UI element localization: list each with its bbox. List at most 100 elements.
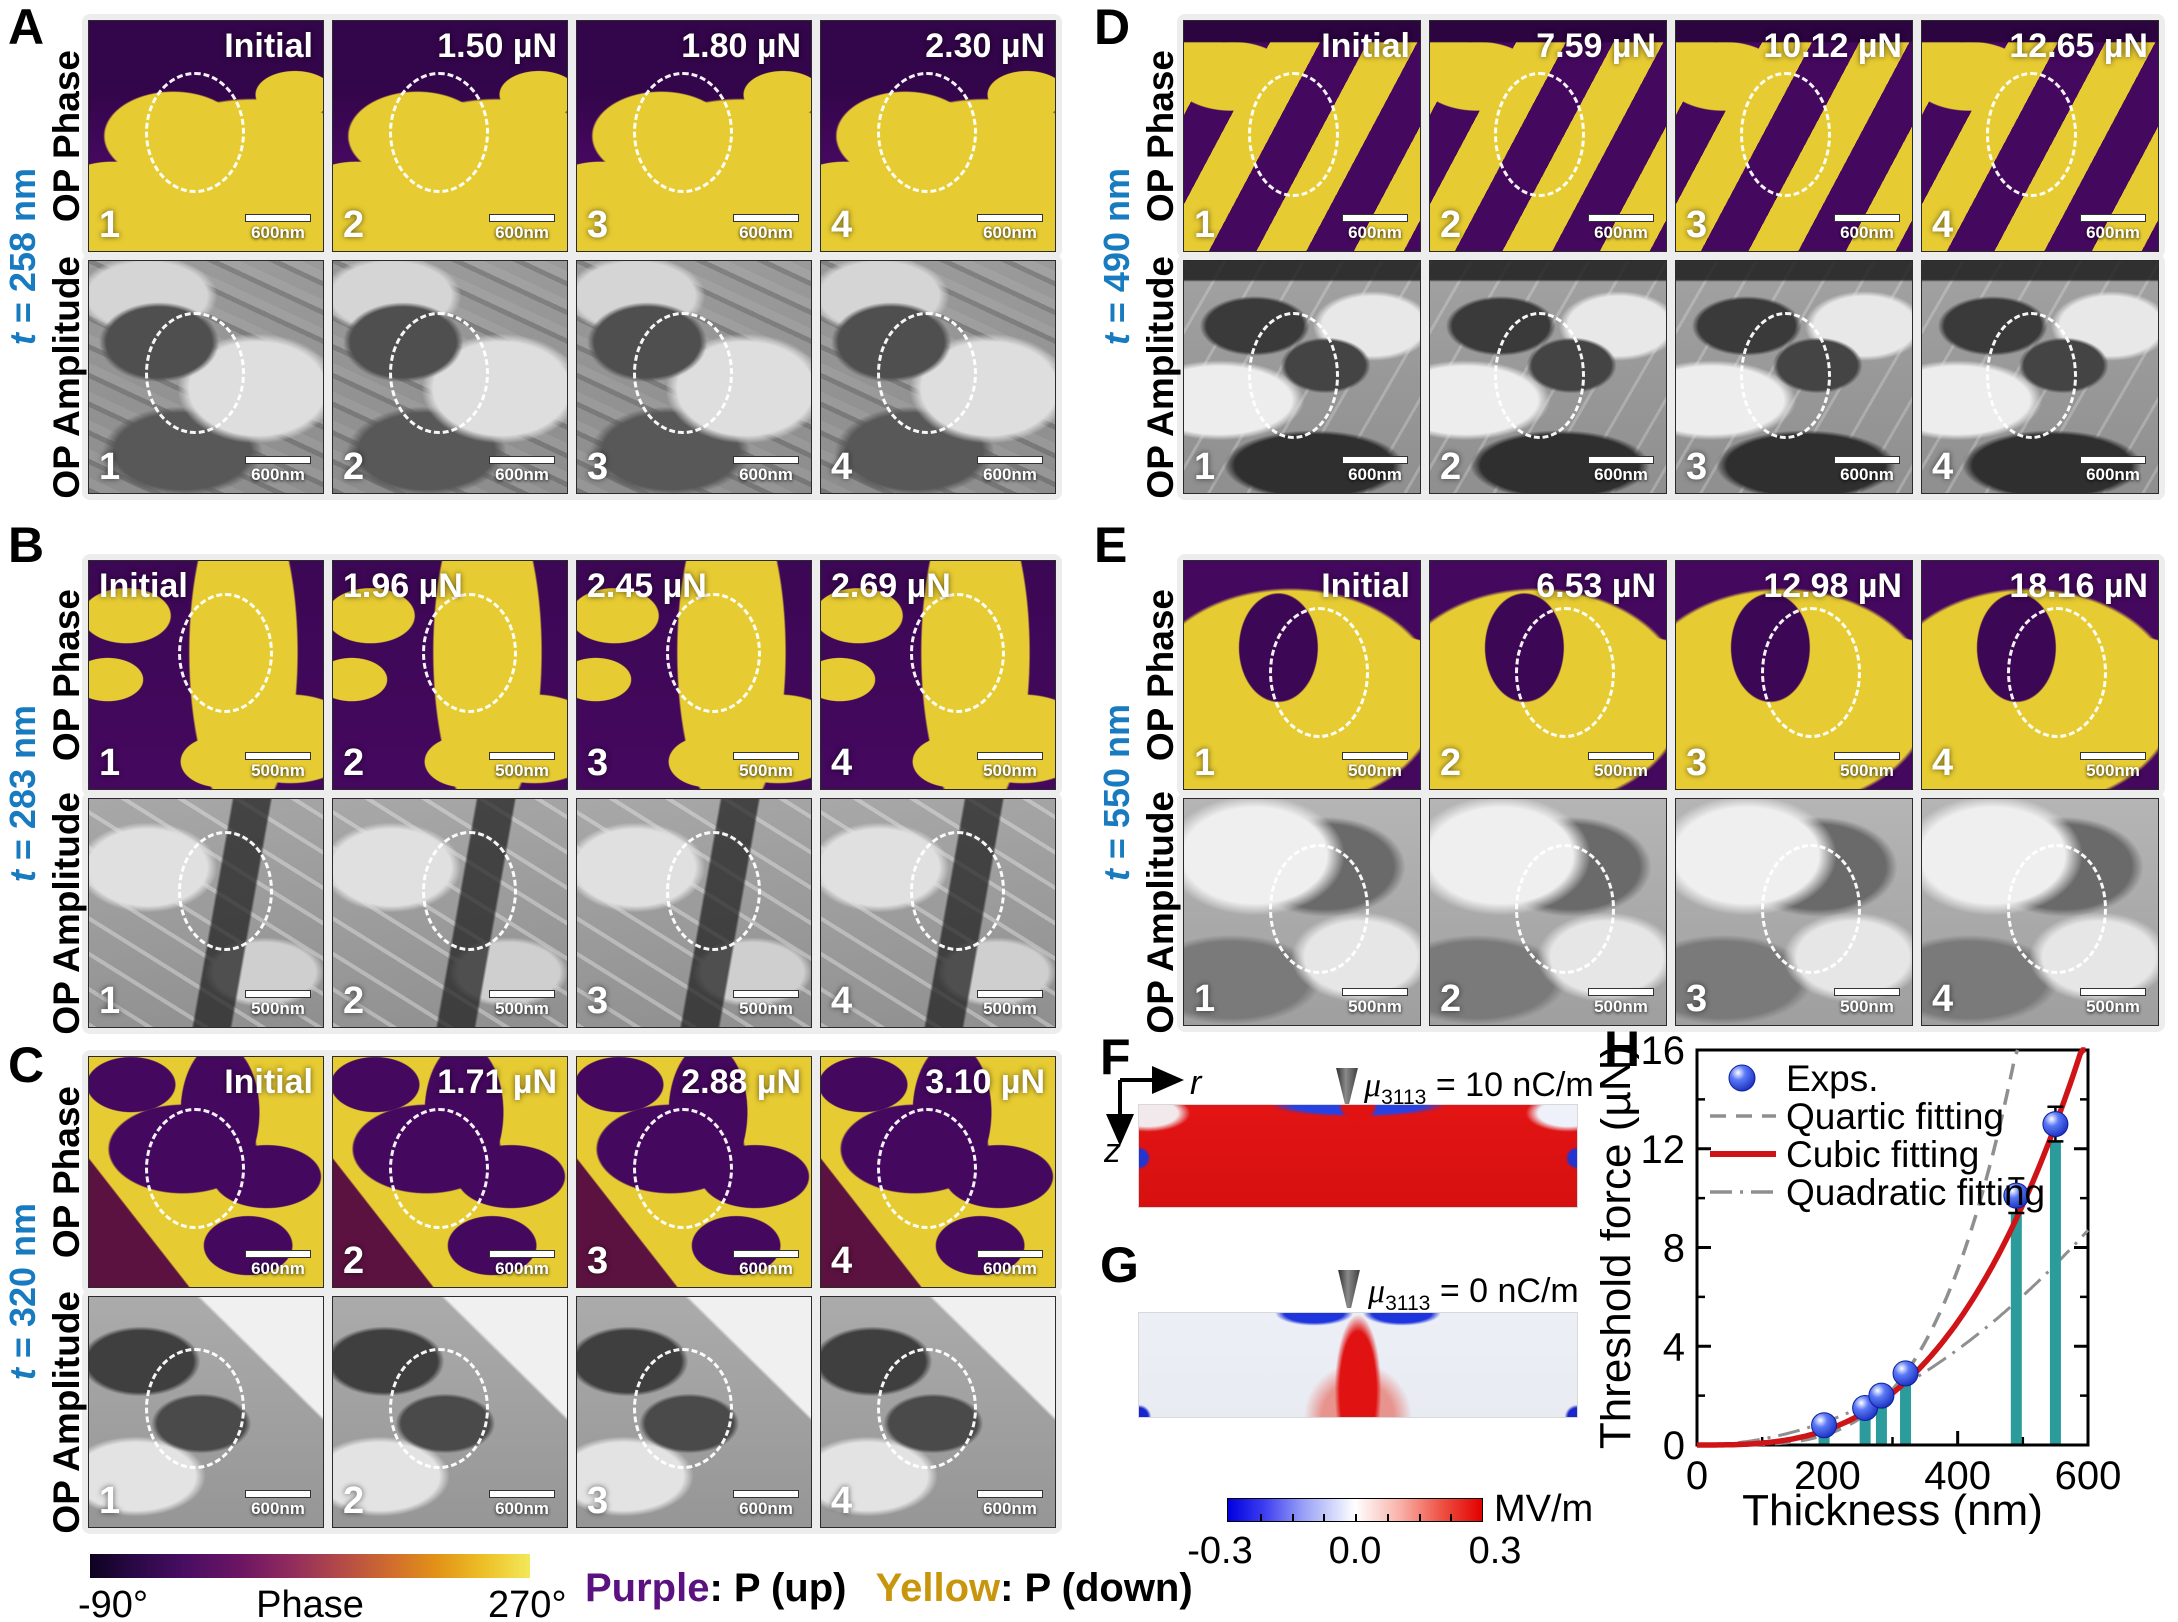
scale-bar: 500nm xyxy=(977,990,1043,1019)
image-number: 4 xyxy=(831,446,853,488)
image-number: 2 xyxy=(343,446,365,488)
phase-colorbar-max: 270° xyxy=(488,1584,567,1622)
polarization-legend: Purple: P (up) Yellow: P (down) xyxy=(585,1566,1193,1611)
scale-bar-line xyxy=(1342,988,1408,996)
scale-bar-label: 600nm xyxy=(495,1499,549,1518)
image-number: 3 xyxy=(587,742,609,784)
afm-image-e-phase-2: 6.53 µN 2 500nm xyxy=(1429,560,1667,790)
scale-bar-line xyxy=(245,1490,311,1498)
field-colorbar-min: -0.3 xyxy=(1187,1530,1253,1572)
scale-bar-line xyxy=(1588,988,1654,996)
afm-image-c-amplitude-1: 1 600nm xyxy=(88,1296,324,1528)
region-of-interest-circle xyxy=(909,830,1005,951)
scale-bar-line xyxy=(1342,214,1408,222)
afm-image-e-phase-1: Initial 1 500nm xyxy=(1183,560,1421,790)
row-label-op-phase-d: OP Phase xyxy=(1140,49,1181,223)
scale-bar-line xyxy=(1834,752,1900,760)
region-of-interest-circle xyxy=(145,71,245,193)
scale-bar-line xyxy=(245,1250,311,1258)
panel-g-label: G xyxy=(1100,1237,1139,1293)
scale-bar-line xyxy=(489,1490,555,1498)
scale-bar: 500nm xyxy=(1588,752,1654,781)
image-number: 3 xyxy=(587,1240,609,1282)
scale-bar: 500nm xyxy=(489,990,555,1019)
region-of-interest-circle xyxy=(421,592,517,713)
region-of-interest-circle xyxy=(1268,606,1370,738)
scale-bar-line xyxy=(489,214,555,222)
yellow-meaning: : P (down) xyxy=(1000,1566,1193,1610)
scale-bar-line xyxy=(245,752,311,760)
region-of-interest-circle xyxy=(389,71,489,193)
afm-image-b-phase-2: 1.96 µN 2 500nm xyxy=(332,560,568,790)
scale-bar: 600nm xyxy=(489,456,555,485)
scale-bar: 600nm xyxy=(489,1250,555,1279)
force-label: 10.12 µN xyxy=(1763,27,1902,65)
scale-bar-label: 600nm xyxy=(983,1259,1037,1278)
scale-bar-label: 600nm xyxy=(739,1259,793,1278)
legend-label-quadratic: Quadratic fitting xyxy=(1786,1172,2045,1213)
force-label: 12.98 µN xyxy=(1763,567,1902,605)
field-colorbar-unit: MV/m xyxy=(1494,1488,1594,1530)
scale-bar-line xyxy=(2080,988,2146,996)
row-label-op-amplitude-d: OP Amplitude xyxy=(1140,255,1181,499)
scale-bar: 500nm xyxy=(733,752,799,781)
afm-image-b-phase-1: Initial 1 500nm xyxy=(88,560,324,790)
row-label-op-amplitude-a: OP Amplitude xyxy=(46,255,87,499)
scale-bar-label: 500nm xyxy=(1348,761,1402,780)
afm-image-a-phase-4: 2.30 µN 4 600nm xyxy=(820,20,1056,252)
row-label-op-amplitude-c: OP Amplitude xyxy=(46,1290,87,1534)
afm-image-b-phase-3: 2.45 µN 3 500nm xyxy=(576,560,812,790)
scale-bar-label: 600nm xyxy=(2086,223,2140,242)
legend-label-cubic: Cubic fitting xyxy=(1786,1134,1979,1175)
panel-e-label: E xyxy=(1094,517,1128,573)
afm-image-a-amplitude-3: 3 600nm xyxy=(576,260,812,494)
scale-bar-label: 600nm xyxy=(1594,223,1648,242)
afm-image-a-phase-3: 1.80 µN 3 600nm xyxy=(576,20,812,252)
region-of-interest-circle xyxy=(421,830,517,951)
x-axis-title: Thickness (nm) xyxy=(1742,1486,2043,1535)
simulation-field-g xyxy=(1138,1312,1578,1418)
image-number: 4 xyxy=(1932,446,1954,488)
region-of-interest-circle xyxy=(1739,312,1831,439)
field-colorbar xyxy=(1227,1498,1483,1522)
scale-bar-line xyxy=(489,752,555,760)
force-label: Initial xyxy=(224,27,313,65)
scale-bar-label: 600nm xyxy=(983,465,1037,484)
image-number: 1 xyxy=(1194,204,1216,246)
image-number: 1 xyxy=(99,980,121,1022)
image-number: 1 xyxy=(99,446,121,488)
mu-symbol: μ xyxy=(1364,1067,1382,1104)
x-tick-label: 200 xyxy=(1794,1454,1861,1498)
y-tick-label: 8 xyxy=(1663,1227,1685,1271)
region-of-interest-circle xyxy=(1514,844,1616,975)
afm-image-a-phase-1: Initial 1 600nm xyxy=(88,20,324,252)
force-label: Initial xyxy=(224,1063,313,1101)
region-of-interest-circle xyxy=(1493,312,1585,439)
scale-bar-line xyxy=(1834,456,1900,464)
phase-colorbar-min: -90° xyxy=(78,1584,149,1622)
scale-bar-line xyxy=(1342,752,1408,760)
image-number: 1 xyxy=(99,742,121,784)
scale-bar-label: 500nm xyxy=(983,999,1037,1018)
scale-bar-label: 600nm xyxy=(251,1259,305,1278)
region-of-interest-circle xyxy=(877,1107,977,1229)
region-of-interest-circle xyxy=(177,592,273,713)
scale-bar: 600nm xyxy=(733,456,799,485)
region-of-interest-circle xyxy=(877,1347,977,1469)
afm-tip-icon-f xyxy=(1336,1068,1358,1104)
thickness-label-b: t = 283 nm xyxy=(2,705,43,883)
scale-bar: 600nm xyxy=(733,1490,799,1519)
region-of-interest-circle xyxy=(2006,606,2108,738)
rz-axes-icon: r z xyxy=(1104,1064,1203,1164)
scale-bar-label: 600nm xyxy=(2086,465,2140,484)
force-label: 2.69 µN xyxy=(831,567,951,605)
scale-bar-line xyxy=(977,214,1043,222)
thickness-label-a: t = 258 nm xyxy=(2,168,43,346)
force-label: 18.16 µN xyxy=(2009,567,2148,605)
scale-bar: 600nm xyxy=(245,456,311,485)
force-label: 3.10 µN xyxy=(925,1063,1045,1101)
scale-bar: 600nm xyxy=(1834,214,1900,243)
region-of-interest-circle xyxy=(2006,844,2108,975)
panel-f-label: F xyxy=(1100,1029,1131,1085)
data-point xyxy=(1868,1382,1895,1409)
